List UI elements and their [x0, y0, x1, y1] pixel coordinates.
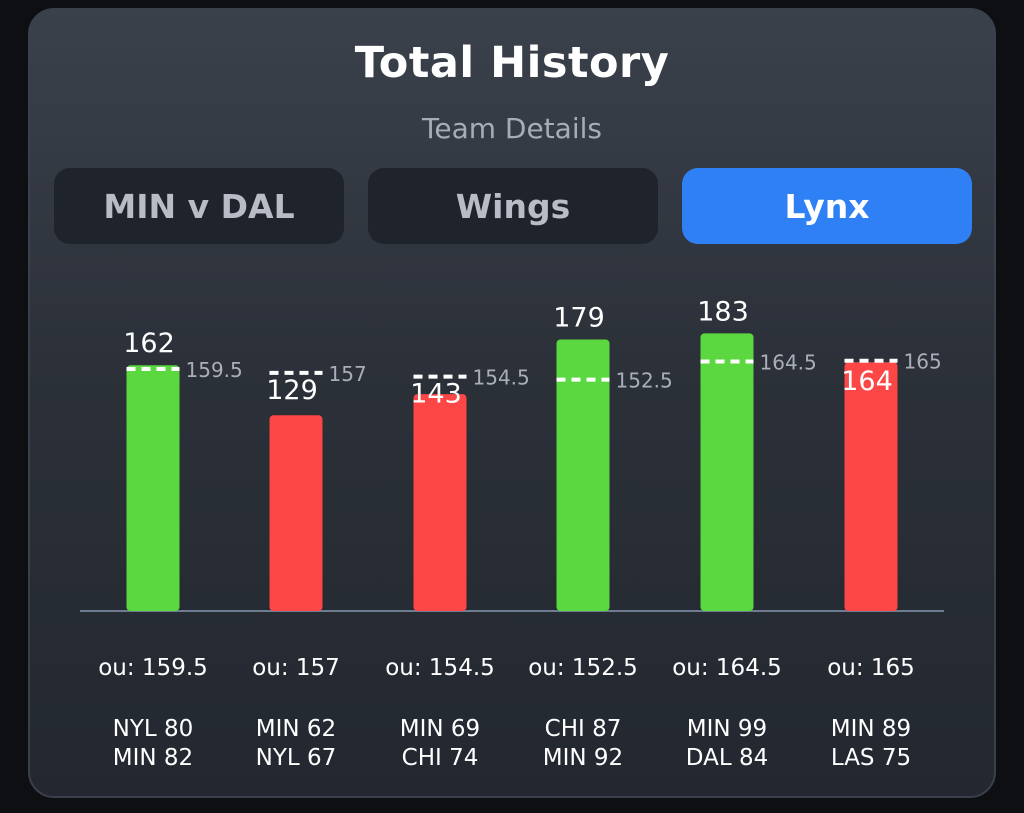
- score-team-1: MIN 89: [831, 716, 911, 742]
- bar-value-label: 162: [123, 328, 175, 359]
- ou-line-label: 159.5: [186, 358, 243, 382]
- score-team-2: LAS 75: [831, 745, 911, 771]
- ou-text-label: ou: 157: [252, 655, 340, 681]
- tab-label: Lynx: [784, 186, 870, 226]
- score-team-1: CHI 87: [545, 716, 622, 742]
- ou-text-label: ou: 159.5: [98, 655, 208, 681]
- bar: [126, 365, 180, 611]
- score-team-2: DAL 84: [686, 745, 768, 771]
- score-team-1: NYL 80: [113, 716, 194, 742]
- ou-text-label: ou: 152.5: [528, 655, 638, 681]
- tab-lynx[interactable]: Lynx: [682, 168, 972, 244]
- bar: [413, 394, 467, 611]
- score-team-2: MIN 82: [113, 745, 193, 771]
- page-title: Total History: [354, 38, 670, 88]
- bar-value-label: 129: [266, 375, 318, 406]
- ou-line-label: 152.5: [616, 369, 673, 393]
- bar: [700, 333, 754, 611]
- ou-text-label: ou: 154.5: [385, 655, 495, 681]
- tab-label: MIN v DAL: [103, 186, 295, 226]
- score-team-1: MIN 99: [687, 716, 767, 742]
- bar: [269, 415, 323, 611]
- ou-line-label: 165: [904, 350, 942, 374]
- score-team-1: MIN 62: [256, 716, 336, 742]
- score-team-2: MIN 92: [543, 745, 623, 771]
- total-history-card: Total History Team Details MIN v DAL Win…: [28, 8, 996, 798]
- tab-min-v-dal[interactable]: MIN v DAL: [54, 168, 344, 244]
- ou-text-label: ou: 165: [827, 655, 915, 681]
- score-team-2: NYL 67: [256, 745, 337, 771]
- ou-line-label: 164.5: [760, 350, 817, 374]
- bar-value-label: 164: [841, 366, 893, 397]
- page-subtitle: Team Details: [422, 112, 602, 145]
- ou-line-label: 154.5: [473, 366, 530, 390]
- bar-value-label: 183: [697, 296, 749, 327]
- score-team-2: CHI 74: [402, 745, 479, 771]
- bar-value-label: 179: [553, 302, 605, 333]
- ou-line-label: 157: [329, 362, 367, 386]
- ou-text-label: ou: 164.5: [672, 655, 782, 681]
- bar: [556, 339, 610, 611]
- score-team-1: MIN 69: [400, 716, 480, 742]
- bar-value-label: 143: [410, 379, 462, 410]
- tab-label: Wings: [455, 186, 571, 226]
- tab-wings[interactable]: Wings: [368, 168, 658, 244]
- bar: [844, 362, 898, 611]
